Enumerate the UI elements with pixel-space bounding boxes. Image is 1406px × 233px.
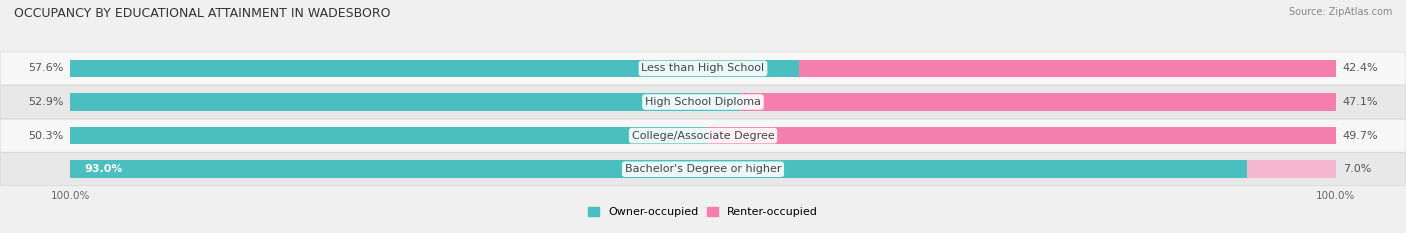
Text: 7.0%: 7.0%	[1343, 164, 1371, 174]
Text: High School Diploma: High School Diploma	[645, 97, 761, 107]
Text: College/Associate Degree: College/Associate Degree	[631, 131, 775, 141]
Text: 52.9%: 52.9%	[28, 97, 63, 107]
Text: Less than High School: Less than High School	[641, 63, 765, 73]
Text: Source: ZipAtlas.com: Source: ZipAtlas.com	[1288, 7, 1392, 17]
FancyBboxPatch shape	[0, 119, 1406, 152]
Text: 50.3%: 50.3%	[28, 131, 63, 141]
Text: OCCUPANCY BY EDUCATIONAL ATTAINMENT IN WADESBORO: OCCUPANCY BY EDUCATIONAL ATTAINMENT IN W…	[14, 7, 391, 20]
Bar	[70, 161, 1247, 178]
Text: 42.4%: 42.4%	[1343, 63, 1378, 73]
FancyBboxPatch shape	[0, 153, 1406, 186]
Bar	[799, 60, 1336, 77]
FancyBboxPatch shape	[0, 52, 1406, 85]
Text: 49.7%: 49.7%	[1343, 131, 1378, 141]
Text: 47.1%: 47.1%	[1343, 97, 1378, 107]
Bar	[70, 93, 740, 111]
Bar	[707, 127, 1336, 144]
Text: 57.6%: 57.6%	[28, 63, 63, 73]
FancyBboxPatch shape	[0, 86, 1406, 119]
Legend: Owner-occupied, Renter-occupied: Owner-occupied, Renter-occupied	[588, 207, 818, 217]
Text: 100.0%: 100.0%	[1316, 191, 1355, 201]
Bar	[70, 127, 707, 144]
Bar	[740, 93, 1336, 111]
Bar	[1247, 161, 1336, 178]
Text: 100.0%: 100.0%	[51, 191, 90, 201]
Text: Bachelor's Degree or higher: Bachelor's Degree or higher	[624, 164, 782, 174]
Text: 93.0%: 93.0%	[84, 164, 122, 174]
Bar	[70, 60, 799, 77]
